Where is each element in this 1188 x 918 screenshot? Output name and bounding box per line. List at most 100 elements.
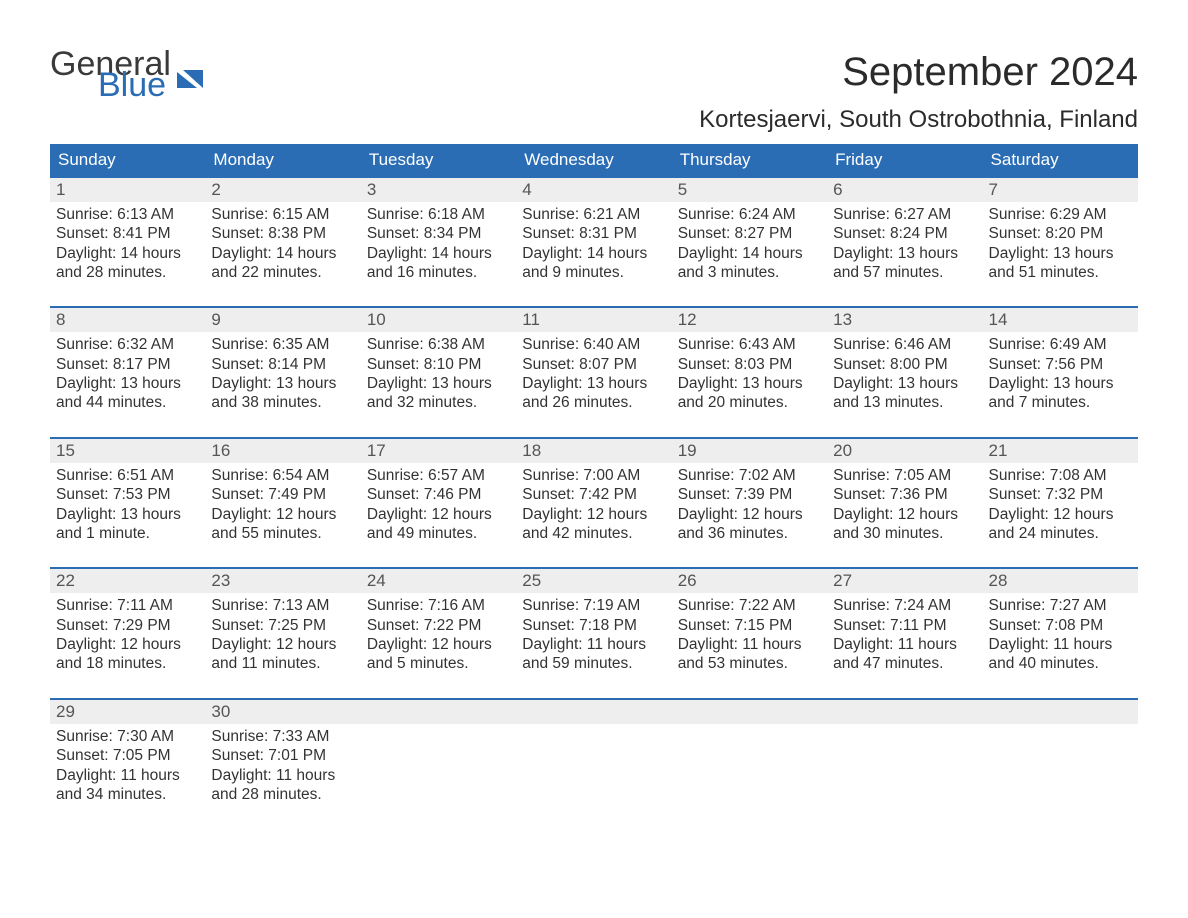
weekday-header: Saturday bbox=[983, 144, 1138, 177]
day-number: 12 bbox=[672, 308, 827, 332]
day-number: 5 bbox=[672, 178, 827, 202]
day-cell: Sunrise: 6:32 AMSunset: 8:17 PMDaylight:… bbox=[50, 332, 205, 438]
day-sunset: Sunset: 8:14 PM bbox=[211, 355, 354, 374]
day-day1: Daylight: 11 hours bbox=[522, 635, 665, 654]
day-day1: Daylight: 11 hours bbox=[833, 635, 976, 654]
day-number: 23 bbox=[205, 569, 360, 593]
day-data-row: Sunrise: 6:51 AMSunset: 7:53 PMDaylight:… bbox=[50, 463, 1138, 569]
empty-day-cell bbox=[361, 724, 516, 829]
page-header: General Blue September 2024 bbox=[50, 50, 1138, 100]
day-day1: Daylight: 13 hours bbox=[211, 374, 354, 393]
day-day2: and 16 minutes. bbox=[367, 263, 510, 282]
day-sunset: Sunset: 8:24 PM bbox=[833, 224, 976, 243]
day-sunrise: Sunrise: 6:29 AM bbox=[989, 205, 1132, 224]
day-cell: Sunrise: 6:43 AMSunset: 8:03 PMDaylight:… bbox=[672, 332, 827, 438]
day-number: 17 bbox=[361, 439, 516, 463]
day-cell: Sunrise: 6:46 AMSunset: 8:00 PMDaylight:… bbox=[827, 332, 982, 438]
empty-day-number bbox=[827, 700, 982, 724]
day-number: 15 bbox=[50, 439, 205, 463]
day-sunset: Sunset: 7:29 PM bbox=[56, 616, 199, 635]
day-sunrise: Sunrise: 6:27 AM bbox=[833, 205, 976, 224]
empty-day-cell bbox=[516, 724, 671, 829]
day-sunset: Sunset: 7:18 PM bbox=[522, 616, 665, 635]
day-number: 3 bbox=[361, 178, 516, 202]
day-sunset: Sunset: 8:27 PM bbox=[678, 224, 821, 243]
weekday-header-row: Sunday Monday Tuesday Wednesday Thursday… bbox=[50, 144, 1138, 177]
day-sunrise: Sunrise: 7:27 AM bbox=[989, 596, 1132, 615]
day-sunset: Sunset: 8:41 PM bbox=[56, 224, 199, 243]
day-sunset: Sunset: 7:39 PM bbox=[678, 485, 821, 504]
day-day1: Daylight: 12 hours bbox=[678, 505, 821, 524]
day-number: 22 bbox=[50, 569, 205, 593]
day-sunset: Sunset: 8:03 PM bbox=[678, 355, 821, 374]
day-sunset: Sunset: 8:34 PM bbox=[367, 224, 510, 243]
day-day2: and 42 minutes. bbox=[522, 524, 665, 543]
day-cell: Sunrise: 6:35 AMSunset: 8:14 PMDaylight:… bbox=[205, 332, 360, 438]
day-number: 21 bbox=[983, 439, 1138, 463]
day-number: 8 bbox=[50, 308, 205, 332]
day-day2: and 5 minutes. bbox=[367, 654, 510, 673]
day-day2: and 51 minutes. bbox=[989, 263, 1132, 282]
day-number: 24 bbox=[361, 569, 516, 593]
day-number-row: 891011121314 bbox=[50, 308, 1138, 332]
day-number: 2 bbox=[205, 178, 360, 202]
day-sunset: Sunset: 7:22 PM bbox=[367, 616, 510, 635]
empty-day-cell bbox=[827, 724, 982, 829]
day-day2: and 36 minutes. bbox=[678, 524, 821, 543]
day-number: 13 bbox=[827, 308, 982, 332]
day-sunrise: Sunrise: 7:02 AM bbox=[678, 466, 821, 485]
day-sunrise: Sunrise: 6:21 AM bbox=[522, 205, 665, 224]
day-number: 7 bbox=[983, 178, 1138, 202]
day-cell: Sunrise: 7:33 AMSunset: 7:01 PMDaylight:… bbox=[205, 724, 360, 829]
day-day1: Daylight: 12 hours bbox=[989, 505, 1132, 524]
day-cell: Sunrise: 7:08 AMSunset: 7:32 PMDaylight:… bbox=[983, 463, 1138, 569]
day-day2: and 22 minutes. bbox=[211, 263, 354, 282]
day-number: 11 bbox=[516, 308, 671, 332]
day-day1: Daylight: 13 hours bbox=[678, 374, 821, 393]
day-number: 20 bbox=[827, 439, 982, 463]
day-sunrise: Sunrise: 6:38 AM bbox=[367, 335, 510, 354]
day-sunset: Sunset: 8:20 PM bbox=[989, 224, 1132, 243]
day-sunrise: Sunrise: 7:16 AM bbox=[367, 596, 510, 615]
day-day1: Daylight: 12 hours bbox=[522, 505, 665, 524]
day-cell: Sunrise: 7:27 AMSunset: 7:08 PMDaylight:… bbox=[983, 593, 1138, 699]
day-cell: Sunrise: 6:40 AMSunset: 8:07 PMDaylight:… bbox=[516, 332, 671, 438]
day-cell: Sunrise: 7:00 AMSunset: 7:42 PMDaylight:… bbox=[516, 463, 671, 569]
day-sunrise: Sunrise: 7:11 AM bbox=[56, 596, 199, 615]
empty-day-number bbox=[672, 700, 827, 724]
day-cell: Sunrise: 6:21 AMSunset: 8:31 PMDaylight:… bbox=[516, 202, 671, 308]
day-data-row: Sunrise: 7:30 AMSunset: 7:05 PMDaylight:… bbox=[50, 724, 1138, 829]
day-day2: and 38 minutes. bbox=[211, 393, 354, 412]
day-cell: Sunrise: 6:38 AMSunset: 8:10 PMDaylight:… bbox=[361, 332, 516, 438]
day-sunrise: Sunrise: 7:19 AM bbox=[522, 596, 665, 615]
day-sunrise: Sunrise: 7:33 AM bbox=[211, 727, 354, 746]
day-day1: Daylight: 12 hours bbox=[367, 635, 510, 654]
day-cell: Sunrise: 6:18 AMSunset: 8:34 PMDaylight:… bbox=[361, 202, 516, 308]
day-sunset: Sunset: 7:36 PM bbox=[833, 485, 976, 504]
day-sunrise: Sunrise: 7:24 AM bbox=[833, 596, 976, 615]
logo-mark-icon bbox=[177, 62, 211, 93]
day-day2: and 20 minutes. bbox=[678, 393, 821, 412]
day-number: 29 bbox=[50, 700, 205, 724]
day-number: 19 bbox=[672, 439, 827, 463]
day-data-row: Sunrise: 6:13 AMSunset: 8:41 PMDaylight:… bbox=[50, 202, 1138, 308]
day-sunset: Sunset: 7:53 PM bbox=[56, 485, 199, 504]
day-day2: and 28 minutes. bbox=[56, 263, 199, 282]
day-number-row: 2930 bbox=[50, 700, 1138, 724]
day-day1: Daylight: 12 hours bbox=[211, 635, 354, 654]
day-day2: and 55 minutes. bbox=[211, 524, 354, 543]
day-sunrise: Sunrise: 6:40 AM bbox=[522, 335, 665, 354]
day-cell: Sunrise: 7:05 AMSunset: 7:36 PMDaylight:… bbox=[827, 463, 982, 569]
day-day1: Daylight: 11 hours bbox=[678, 635, 821, 654]
day-number: 16 bbox=[205, 439, 360, 463]
day-sunset: Sunset: 7:25 PM bbox=[211, 616, 354, 635]
day-cell: Sunrise: 6:27 AMSunset: 8:24 PMDaylight:… bbox=[827, 202, 982, 308]
day-day2: and 49 minutes. bbox=[367, 524, 510, 543]
day-day1: Daylight: 13 hours bbox=[367, 374, 510, 393]
day-day2: and 44 minutes. bbox=[56, 393, 199, 412]
day-sunrise: Sunrise: 6:35 AM bbox=[211, 335, 354, 354]
calendar-table: Sunday Monday Tuesday Wednesday Thursday… bbox=[50, 144, 1138, 829]
day-sunrise: Sunrise: 6:43 AM bbox=[678, 335, 821, 354]
day-number-row: 1234567 bbox=[50, 178, 1138, 202]
day-data-row: Sunrise: 7:11 AMSunset: 7:29 PM Daylight:… bbox=[50, 593, 1138, 699]
